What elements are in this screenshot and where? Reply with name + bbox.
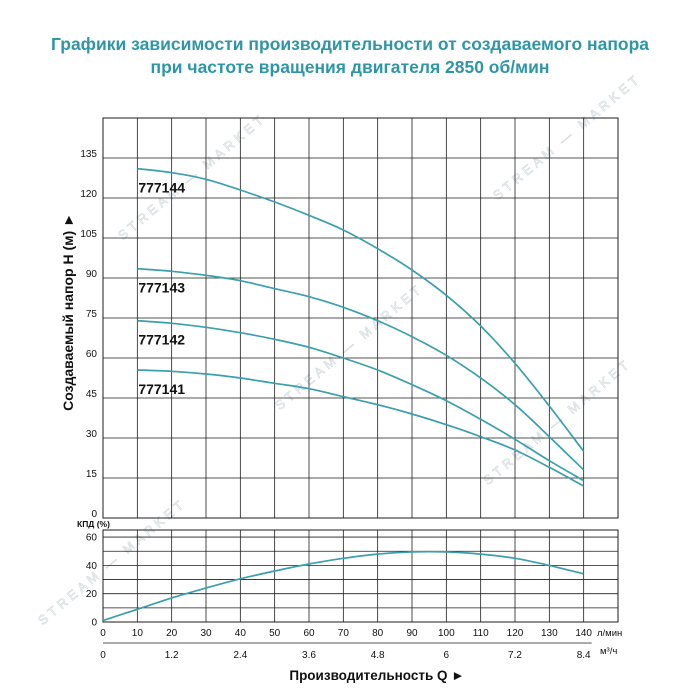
x-tick-label: 80 bbox=[372, 628, 384, 639]
head-plot: 0 15 30 45 60 75 90 105 120 135 777144 777143 777142… bbox=[80, 117, 619, 520]
series-label: 777141 bbox=[138, 381, 185, 397]
y-tick-label: 120 bbox=[80, 189, 97, 200]
y-axis-label: Создаваемый напор H (м) ► bbox=[60, 213, 76, 411]
x2-tick-label: 8.4 bbox=[577, 650, 591, 661]
series-label: 777143 bbox=[138, 280, 185, 296]
x-tick-label: 20 bbox=[166, 628, 178, 639]
title-line-1: Графики зависимости производительности о… bbox=[51, 34, 649, 54]
x-tick-label: 130 bbox=[541, 628, 558, 639]
y-tick-label: 30 bbox=[86, 429, 98, 440]
watermark-text: STREAM — MARKET bbox=[480, 355, 634, 488]
y-tick-label: 15 bbox=[86, 469, 98, 480]
efficiency-plot-border bbox=[102, 529, 619, 623]
head-plot-border bbox=[102, 117, 619, 519]
series-line-777142 bbox=[137, 319, 585, 482]
series-line-777143 bbox=[137, 267, 585, 471]
x-axis: 0 10 20 30 40 50 60 70 80 90 100 110 120 130 140 л/мин 0… bbox=[100, 628, 622, 661]
efficiency-plot: 0 20 40 60 bbox=[86, 529, 619, 629]
x-tick-label: 70 bbox=[338, 628, 350, 639]
series-line-777144 bbox=[137, 167, 585, 452]
y-tick-label: 60 bbox=[86, 349, 98, 360]
y-tick-label: 105 bbox=[80, 229, 97, 240]
x-tick-label: 140 bbox=[575, 628, 592, 639]
x-tick-label: 110 bbox=[473, 628, 489, 639]
x-tick-label: 0 bbox=[100, 628, 106, 639]
y-tick-label: 75 bbox=[86, 309, 98, 320]
x-tick-label: 50 bbox=[269, 628, 281, 639]
x2-tick-label: 3.6 bbox=[302, 650, 316, 661]
title-line-2: при частоте вращения двигателя 2850 об/м… bbox=[150, 57, 550, 77]
series-line-777141 bbox=[137, 369, 585, 487]
series-label: 777142 bbox=[138, 332, 185, 348]
x-tick-label: 10 bbox=[132, 628, 144, 639]
x-axis-label: Производительность Q ► bbox=[289, 668, 464, 683]
x-tick-label: 60 bbox=[303, 628, 315, 639]
x2-tick-label: 4.8 bbox=[371, 650, 385, 661]
y-tick-label: 0 bbox=[91, 509, 97, 520]
y-tick-label: 20 bbox=[86, 589, 98, 600]
watermark-text: STREAM — MARKET bbox=[490, 70, 644, 203]
x-tick-label: 90 bbox=[406, 628, 418, 639]
x-tick-label: 30 bbox=[200, 628, 212, 639]
y-tick-label: 45 bbox=[86, 389, 98, 400]
x-tick-label: 40 bbox=[235, 628, 247, 639]
y-tick-label: 0 bbox=[91, 618, 97, 629]
series-label: 777144 bbox=[138, 180, 185, 196]
y-tick-label: 90 bbox=[86, 269, 98, 280]
x2-tick-label: 1.2 bbox=[165, 650, 179, 661]
x-unit-label: л/мин bbox=[597, 628, 622, 639]
efficiency-curve bbox=[102, 550, 584, 622]
x2-tick-label: 2.4 bbox=[233, 650, 247, 661]
x2-tick-label: 7.2 bbox=[508, 650, 522, 661]
x-tick-label: 100 bbox=[438, 628, 455, 639]
chart-title: Графики зависимости производительности о… bbox=[0, 33, 700, 79]
x2-tick-label: 0 bbox=[100, 650, 106, 661]
watermark-layer: STREAM — MARKET STREAM — MARKET STREAM — M… bbox=[35, 70, 645, 628]
y-tick-label: 60 bbox=[86, 533, 98, 544]
x-tick-label: 120 bbox=[507, 628, 524, 639]
y-tick-label: 40 bbox=[86, 561, 98, 572]
x2-tick-label: 6 bbox=[444, 650, 450, 661]
efficiency-axis-label: КПД (%) bbox=[77, 519, 110, 529]
y-tick-label: 135 bbox=[80, 149, 97, 160]
watermark-text: STREAM — MARKET bbox=[272, 280, 426, 413]
x2-unit-label: м³/ч bbox=[600, 646, 617, 657]
